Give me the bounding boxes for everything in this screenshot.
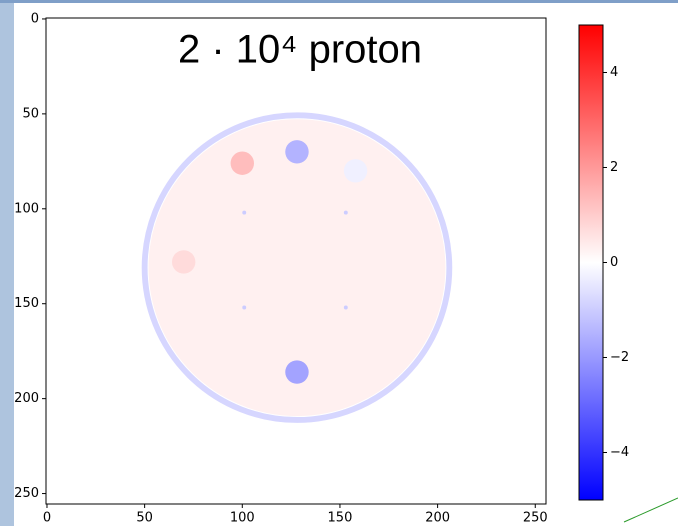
window-edge [0,0,14,526]
insert [343,159,368,183]
image [141,112,453,423]
colorbar-tick-label: −4 [610,445,629,460]
ring [141,112,453,423]
insert [343,305,348,310]
y-tick-label: 50 [22,106,39,121]
insert [242,305,247,310]
insert [343,210,348,215]
y-tick-label: 250 [14,486,39,501]
y-tick-label: 150 [14,296,39,311]
colorbar-tick-label: −2 [610,350,629,365]
y-tick-label: 200 [14,391,39,406]
colorbar [578,24,604,501]
insert [242,210,247,215]
colorbar-tick-label: 2 [610,160,618,175]
decoration-line [623,497,678,523]
x-tick-label: 0 [43,511,51,526]
y-tick-label: 0 [31,11,39,26]
y-tick-label: 100 [14,201,39,216]
x-tick-label: 250 [523,511,548,526]
x-tick-label: 200 [425,511,450,526]
colorbar-tick-label: 4 [610,65,618,80]
insert [171,250,196,274]
axes-frame [45,17,547,505]
disk [148,119,446,417]
x-tick-label: 100 [230,511,255,526]
window-top [0,0,678,3]
insert [230,151,255,175]
x-tick-label: 50 [136,511,153,526]
chart-title: 2 · 10⁴ proton [178,28,422,72]
insert [285,140,309,164]
insert [285,360,309,384]
colorbar-tick-label: 0 [610,255,618,270]
x-tick-label: 150 [328,511,353,526]
